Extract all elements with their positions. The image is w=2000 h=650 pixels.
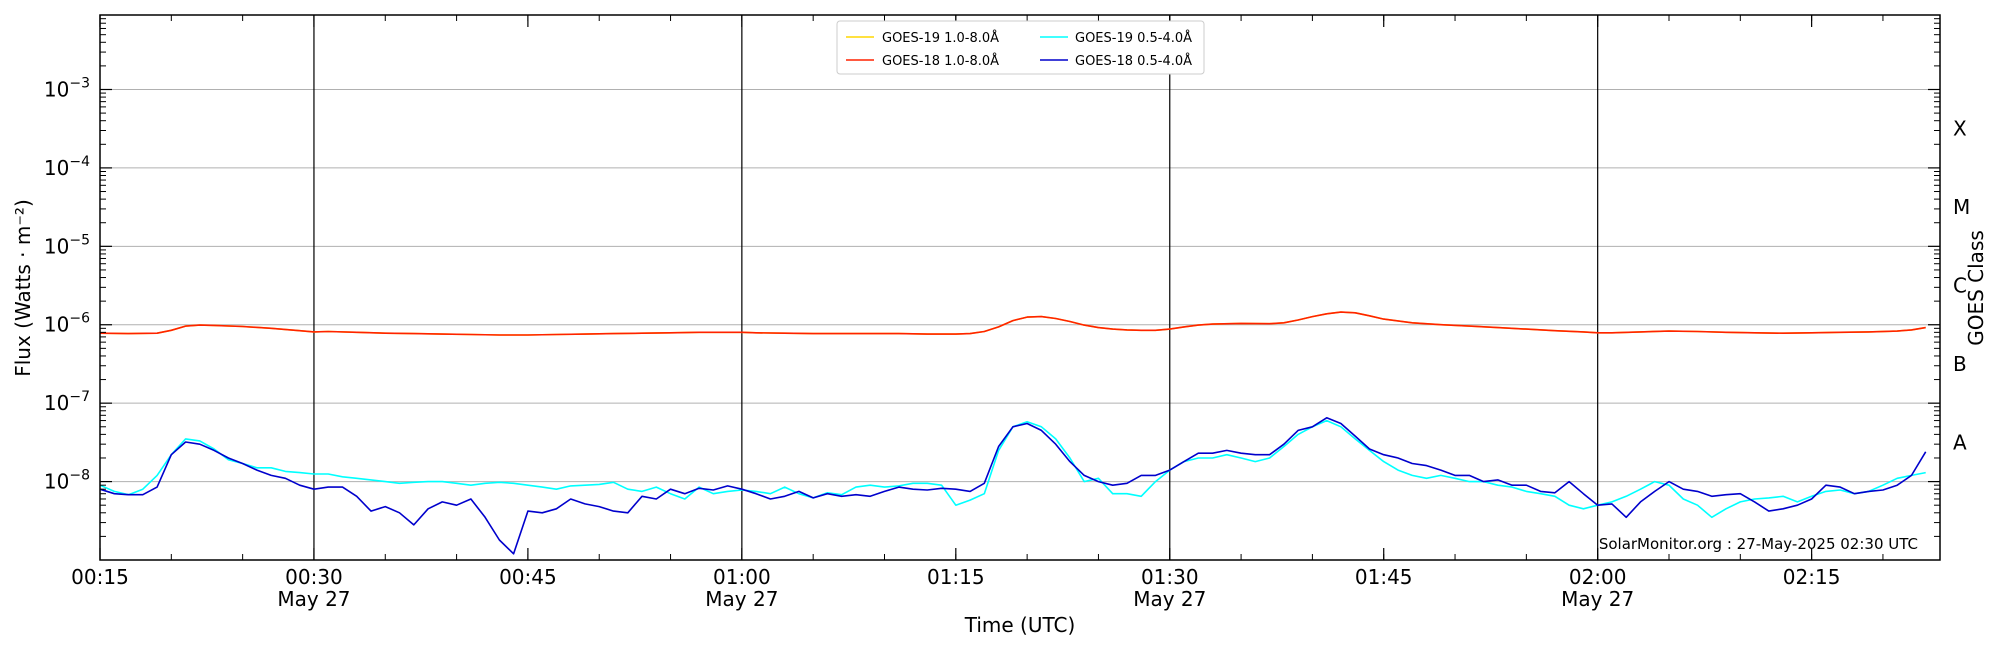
x-tick-label: 00:45 [499, 565, 557, 589]
legend: GOES-19 1.0-8.0Å GOES-18 1.0-8.0Å GOES-1… [836, 20, 1205, 75]
y-tick-label: 10−5 [44, 232, 90, 258]
x-axis-label: Time (UTC) [964, 613, 1076, 637]
x-tick-date-label: May 27 [1561, 587, 1634, 611]
goes-class-label: A [1953, 430, 1967, 454]
y-axis-label: Flux (Watts · m⁻²) [11, 199, 35, 377]
x-tick-date-label: May 27 [1133, 587, 1206, 611]
legend-label-goes19-long: GOES-19 1.0-8.0Å [882, 30, 999, 46]
x-tick-label: 00:15 [71, 565, 129, 589]
x-tick-label: 01:30 [1141, 565, 1199, 589]
y-tick-label: 10−4 [44, 154, 90, 180]
x-tick-label: 00:30 [285, 565, 343, 589]
series-layer [99, 311, 1927, 555]
goes-class-label: X [1953, 117, 1967, 141]
x-tick-label: 02:15 [1783, 565, 1841, 589]
y-tick-labels: 10−8 10−7 10−6 10−5 10−4 10−3 [44, 75, 90, 493]
y-tick-label: 10−6 [44, 311, 90, 337]
legend-label-goes19-short: GOES-19 0.5-4.0Å [1075, 30, 1192, 46]
legend-box [836, 20, 1205, 75]
x-tick-label: 01:00 [713, 565, 771, 589]
x-tick-label: 01:45 [1355, 565, 1413, 589]
tick-layer [99, 15, 1940, 560]
goes-class-label: C [1953, 274, 1967, 298]
series-line-1 [99, 311, 1926, 336]
x-tick-date-label: May 27 [277, 587, 350, 611]
credit-text: SolarMonitor.org : 27-May-2025 02:30 UTC [1599, 535, 1918, 553]
x-tick-date-label: May 27 [705, 587, 778, 611]
series-line-3 [99, 417, 1927, 555]
x-tick-label: 02:00 [1569, 565, 1627, 589]
goes-class-label: M [1953, 195, 1970, 219]
date-boundary-lines [313, 15, 1599, 560]
legend-label-goes18-long: GOES-18 1.0-8.0Å [882, 53, 999, 69]
goes-class-label: B [1953, 352, 1967, 376]
y2-axis-label: GOES Class [1964, 230, 1988, 346]
legend-label-goes18-short: GOES-18 0.5-4.0Å [1075, 53, 1192, 69]
y-tick-label: 10−8 [44, 468, 90, 494]
x-tick-label: 01:15 [927, 565, 985, 589]
y-tick-label: 10−7 [44, 389, 90, 415]
goes-class-labels: A B C M X [1953, 117, 1970, 455]
grid-layer [100, 88, 1940, 483]
y-tick-label: 10−3 [44, 75, 90, 101]
